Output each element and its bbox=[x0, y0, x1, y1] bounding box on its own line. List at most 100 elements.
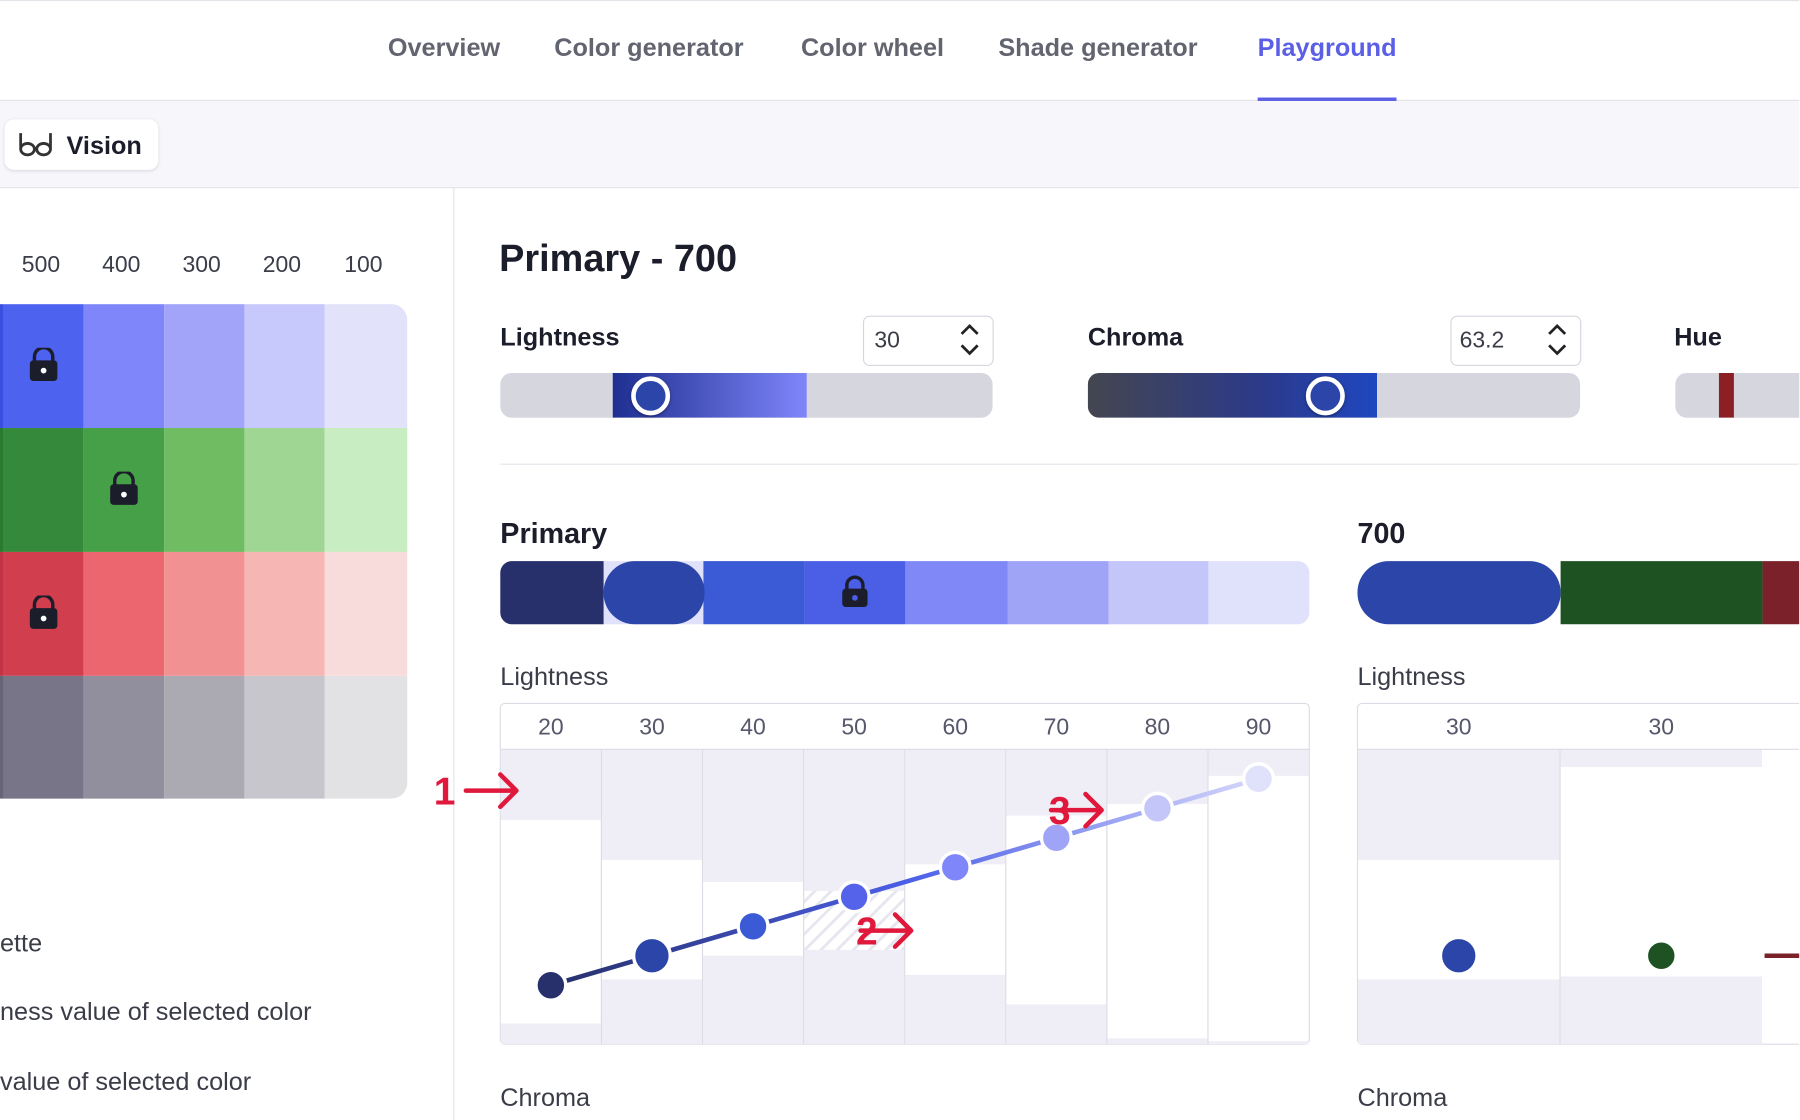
swatch[interactable] bbox=[1108, 561, 1209, 625]
column-tick-label: 70 bbox=[1044, 713, 1070, 739]
legend-line: value of selected color bbox=[0, 1067, 252, 1096]
palette-swatch[interactable] bbox=[83, 428, 165, 552]
palette-swatch[interactable] bbox=[244, 304, 325, 429]
palette-swatch[interactable] bbox=[244, 675, 325, 799]
palette-swatch[interactable] bbox=[3, 551, 84, 676]
vision-button[interactable]: Vision bbox=[4, 119, 159, 170]
palette-swatch[interactable] bbox=[83, 304, 165, 429]
palette-swatch[interactable] bbox=[324, 304, 408, 429]
palette-swatch[interactable] bbox=[324, 428, 408, 552]
column-tick-label: 60 bbox=[942, 713, 968, 739]
palette-swatch[interactable] bbox=[244, 428, 325, 552]
column-label: 300 bbox=[182, 252, 221, 278]
chart-title: Lightness bbox=[500, 663, 608, 691]
legend-line: ness value of selected color bbox=[0, 997, 312, 1026]
swatch[interactable] bbox=[1762, 561, 1800, 625]
nav-tab[interactable]: Color generator bbox=[554, 33, 744, 62]
palette-swatch[interactable] bbox=[324, 551, 408, 676]
column-tick-label: 90 bbox=[1246, 713, 1272, 739]
column-tick-label: 80 bbox=[1145, 713, 1171, 739]
nav-tab[interactable]: Color wheel bbox=[800, 33, 945, 62]
top-nav: Overview Color generator Color wheel Shade … bbox=[0, 0, 1800, 101]
palette-swatch[interactable] bbox=[3, 304, 84, 429]
column-label: 400 bbox=[102, 252, 141, 278]
hue-slider[interactable] bbox=[1675, 372, 1800, 418]
lightness-point[interactable] bbox=[1140, 791, 1175, 825]
lock-icon bbox=[842, 575, 868, 608]
palette-swatch[interactable] bbox=[164, 551, 245, 676]
palette-swatch[interactable] bbox=[3, 428, 84, 552]
lightness-point[interactable] bbox=[938, 850, 972, 884]
section-title: Chroma bbox=[1357, 1084, 1448, 1112]
lightness-point[interactable] bbox=[837, 880, 871, 914]
lightness-point[interactable] bbox=[1438, 935, 1479, 976]
divider bbox=[453, 187, 455, 1120]
palette-swatch[interactable] bbox=[164, 428, 245, 552]
lightness-point[interactable] bbox=[1241, 762, 1276, 796]
palette-swatch[interactable] bbox=[83, 675, 165, 799]
control-label: Chroma bbox=[1087, 322, 1184, 352]
lightness-point[interactable] bbox=[736, 909, 770, 943]
palette-swatch[interactable] bbox=[0, 428, 4, 552]
chart-title: Lightness bbox=[1357, 663, 1465, 691]
slider-thumb[interactable] bbox=[1305, 376, 1345, 416]
palette-swatch[interactable] bbox=[244, 551, 325, 676]
swatch-selected[interactable] bbox=[1357, 561, 1561, 625]
lightness-point[interactable] bbox=[1644, 939, 1678, 973]
annotation-arrow bbox=[1048, 791, 1104, 829]
lightness-point[interactable] bbox=[534, 968, 568, 1002]
palette-swatch[interactable] bbox=[3, 675, 84, 799]
range-band bbox=[1208, 775, 1309, 1042]
stepper[interactable] bbox=[958, 320, 981, 359]
lightness-point[interactable] bbox=[631, 935, 673, 976]
lock-icon bbox=[110, 471, 138, 505]
palette-swatch[interactable] bbox=[0, 304, 4, 429]
column-tick-label: 30 bbox=[639, 713, 665, 739]
slider-thumb[interactable] bbox=[631, 376, 671, 416]
palette-swatch[interactable] bbox=[0, 675, 4, 799]
input-value: 63.2 bbox=[1459, 328, 1505, 354]
column-tick-label: 20 bbox=[538, 713, 564, 739]
column-label: 200 bbox=[262, 252, 302, 278]
separator bbox=[500, 463, 1800, 465]
annotation-number: 1 bbox=[434, 770, 456, 813]
lightness-point[interactable] bbox=[1039, 821, 1073, 855]
palette-grid bbox=[0, 304, 408, 799]
column-tick-label: 30 bbox=[1446, 713, 1472, 739]
nav-tab[interactable]: Shade generator bbox=[998, 33, 1198, 62]
swatch[interactable] bbox=[1007, 561, 1109, 625]
annotation-arrow bbox=[858, 912, 914, 949]
swatch[interactable] bbox=[703, 561, 805, 625]
input-value: 30 bbox=[874, 328, 900, 354]
scale-title: Primary bbox=[500, 517, 608, 550]
palette-swatch[interactable] bbox=[164, 304, 245, 429]
editor-title: Primary - 700 bbox=[499, 236, 738, 279]
active-underline bbox=[1257, 97, 1397, 101]
swatch[interactable] bbox=[905, 561, 1008, 625]
swatch-selected[interactable] bbox=[603, 561, 705, 625]
palette-swatch[interactable] bbox=[83, 551, 165, 676]
legend-line: ette bbox=[0, 928, 43, 958]
palette-swatch[interactable] bbox=[0, 551, 4, 676]
column-label: 500 bbox=[21, 252, 61, 278]
column-label: 100 bbox=[344, 252, 383, 278]
vision-label: Vision bbox=[66, 130, 142, 160]
palette: 500 400 300 200 100 bbox=[0, 252, 413, 803]
swatch[interactable] bbox=[500, 561, 604, 625]
nav-tab[interactable]: Playground bbox=[1257, 33, 1397, 62]
number-input[interactable]: 63.2 bbox=[1450, 315, 1582, 367]
glasses-icon bbox=[19, 133, 52, 157]
nav-tab[interactable]: Overview bbox=[387, 33, 501, 62]
palette-swatch[interactable] bbox=[324, 675, 408, 799]
annotation-arrow bbox=[463, 772, 519, 809]
swatch[interactable] bbox=[1560, 561, 1763, 625]
number-input[interactable]: 30 bbox=[862, 315, 994, 367]
column-tick-label: 30 bbox=[1649, 713, 1675, 739]
section-title: Chroma bbox=[500, 1084, 591, 1112]
stepper[interactable] bbox=[1546, 320, 1569, 359]
column-tick-label: 50 bbox=[841, 713, 867, 739]
palette-swatch[interactable] bbox=[164, 675, 245, 799]
